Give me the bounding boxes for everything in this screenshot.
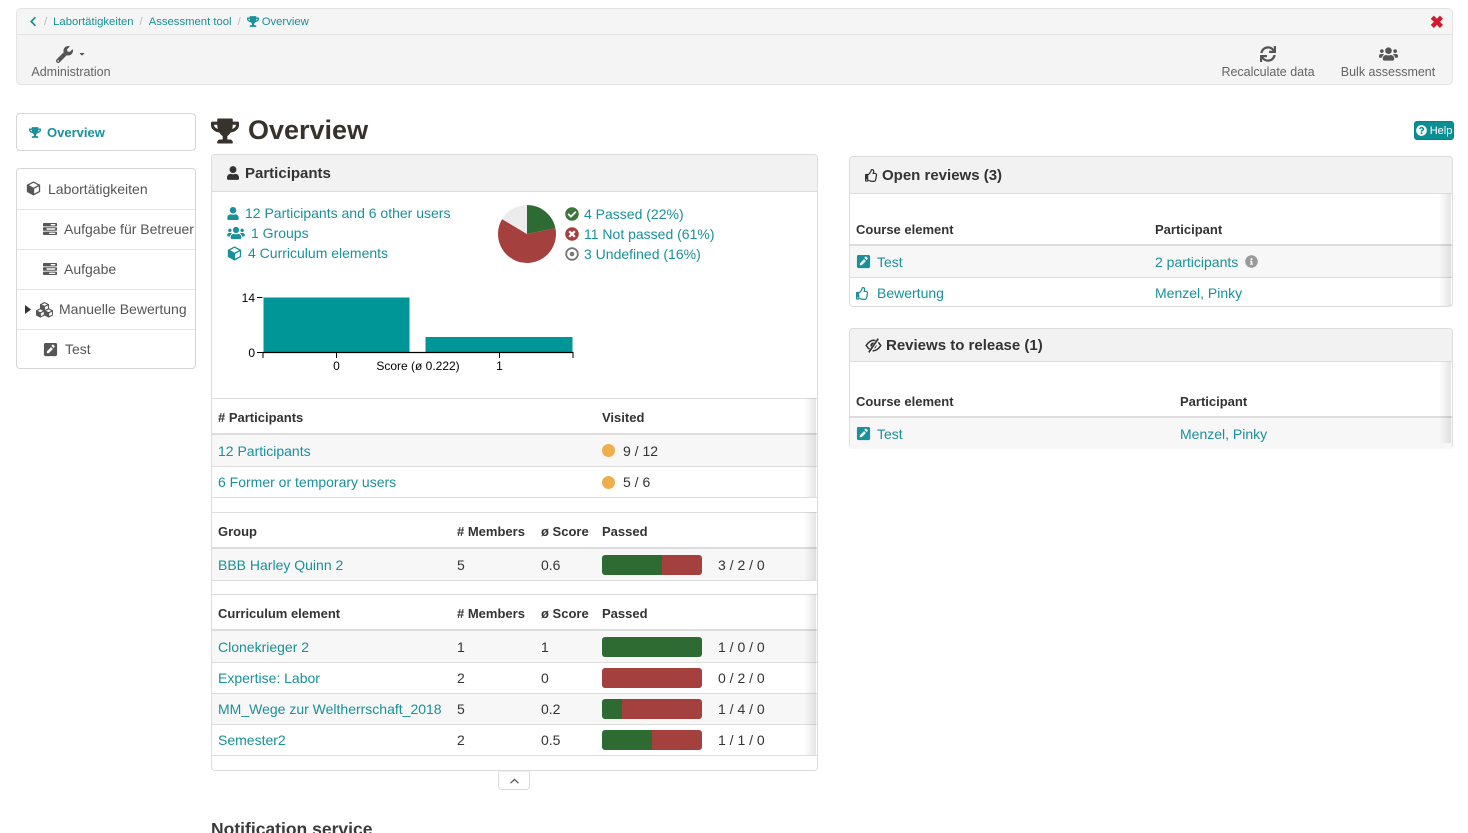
- svg-text:0: 0: [333, 359, 340, 373]
- svg-text:14: 14: [242, 291, 256, 305]
- svg-text:1: 1: [496, 359, 503, 373]
- svg-text:0: 0: [248, 346, 255, 360]
- svg-text:Score (ø 0.222): Score (ø 0.222): [376, 359, 459, 373]
